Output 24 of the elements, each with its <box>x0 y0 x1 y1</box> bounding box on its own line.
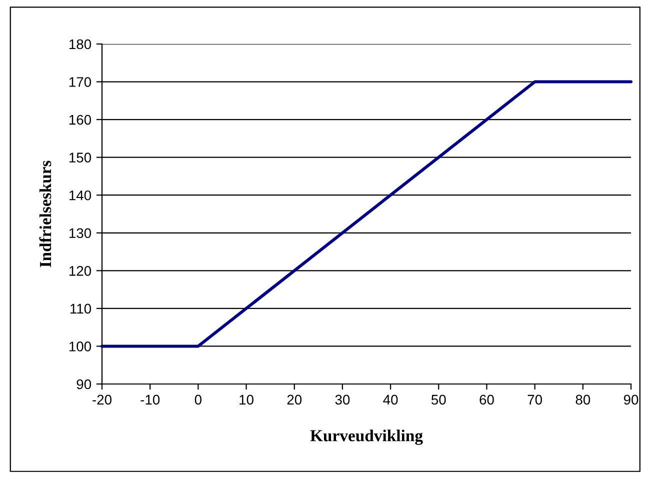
y-tick-label: 110 <box>70 304 92 314</box>
x-tick-label: 70 <box>528 394 542 405</box>
x-tick-label: 60 <box>480 394 494 405</box>
y-tick-label: 120 <box>69 266 92 276</box>
y-tick-label: 150 <box>69 152 92 163</box>
x-axis-title: Kurveudvikling <box>310 430 423 445</box>
x-tick-label: 20 <box>287 394 302 405</box>
y-tick-label: 130 <box>69 228 92 238</box>
x-tick-label: 0 <box>194 394 202 405</box>
y-tick-label: 140 <box>69 190 92 200</box>
y-tick-label: 160 <box>69 114 92 125</box>
x-tick-label: -10 <box>140 394 160 405</box>
y-tick-label: 90 <box>76 379 92 390</box>
y-tick-label: 100 <box>69 342 92 352</box>
y-axis-title: Indfrielseskurs <box>39 160 52 268</box>
x-tick-label: 40 <box>383 394 398 405</box>
x-tick-label: 80 <box>576 394 590 405</box>
x-tick-label: 30 <box>335 394 350 405</box>
y-tick-label: 170 <box>69 77 92 87</box>
y-tick-label: 180 <box>69 39 92 50</box>
x-tick-label: 90 <box>624 394 638 405</box>
x-tick-label: 50 <box>431 394 446 405</box>
x-tick-label: 10 <box>240 394 254 405</box>
x-tick-label: -20 <box>92 394 112 405</box>
